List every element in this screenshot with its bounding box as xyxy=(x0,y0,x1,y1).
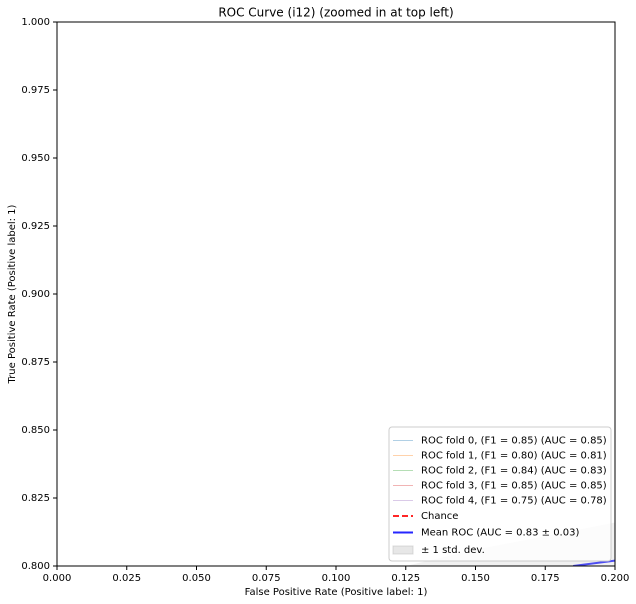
legend-box xyxy=(388,426,612,562)
legend-label: ROC fold 2, (F1 = 0.84) (AUC = 0.83) xyxy=(421,466,607,477)
x-tick-label: 0.200 xyxy=(601,573,630,584)
x-tick-label: 0.100 xyxy=(322,573,351,584)
y-tick-label: 0.975 xyxy=(21,85,50,96)
x-tick-label: 0.150 xyxy=(461,573,490,584)
y-tick-label: 0.900 xyxy=(21,289,50,300)
x-tick-label: 0.125 xyxy=(391,573,420,584)
legend-label: ROC fold 3, (F1 = 0.85) (AUC = 0.85) xyxy=(421,481,607,492)
legend-swatch xyxy=(392,545,414,555)
chart-title: ROC Curve (i12) (zoomed in at top left) xyxy=(218,6,453,20)
legend: ROC fold 0, (F1 = 0.85) (AUC = 0.85) ROC … xyxy=(388,426,612,562)
legend-label: Mean ROC (AUC = 0.83 ± 0.03) xyxy=(421,528,579,539)
legend-label: ROC fold 4, (F1 = 0.75) (AUC = 0.78) xyxy=(421,496,607,507)
y-tick-label: 0.950 xyxy=(21,153,50,164)
x-tick-label: 0.050 xyxy=(182,573,211,584)
y-tick-label: 0.800 xyxy=(21,561,50,572)
x-axis-label: False Positive Rate (Positive label: 1) xyxy=(245,587,428,598)
x-tick-label: 0.075 xyxy=(252,573,281,584)
x-tick-label: 0.175 xyxy=(531,573,560,584)
y-axis-label: True Positive Rate (Positive label: 1) xyxy=(7,204,18,384)
x-tick-label: 0.025 xyxy=(112,573,141,584)
y-tick-label: 0.925 xyxy=(21,221,50,232)
x-tick-label: 0.000 xyxy=(43,573,72,584)
legend-label: Chance xyxy=(421,511,458,522)
y-tick-label: 0.825 xyxy=(21,493,50,504)
y-tick-label: 0.850 xyxy=(21,425,50,436)
legend-label: ROC fold 0, (F1 = 0.85) (AUC = 0.85) xyxy=(421,436,607,447)
y-tick-label: 1.000 xyxy=(21,17,50,28)
legend-label: ROC fold 1, (F1 = 0.80) (AUC = 0.81) xyxy=(421,451,607,462)
legend-label: ± 1 std. dev. xyxy=(421,545,485,556)
y-tick-label: 0.875 xyxy=(21,357,50,368)
